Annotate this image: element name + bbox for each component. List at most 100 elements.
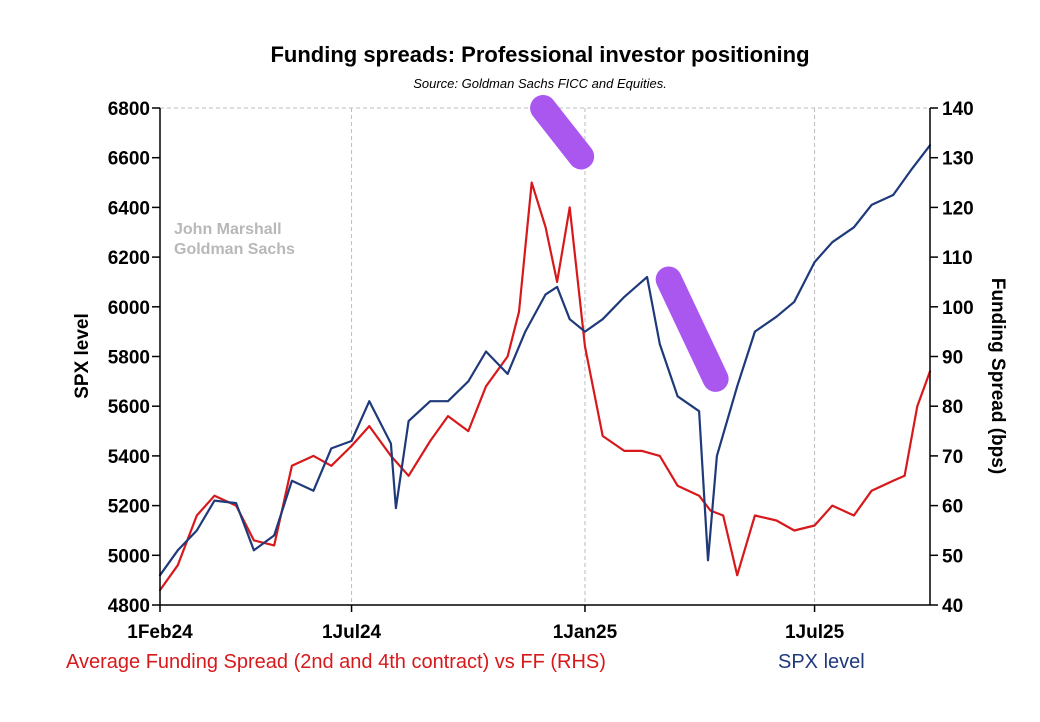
spx-level-point	[395, 507, 397, 509]
spx-level-point	[556, 286, 558, 288]
y-left-tick-label: 5600	[108, 397, 150, 418]
y-right-tick-label: 80	[942, 397, 963, 418]
funding-spread-point	[518, 310, 520, 313]
spx-level-point	[252, 549, 255, 552]
funding-spread-point	[330, 464, 333, 467]
y-right-tick-label: 110	[942, 248, 973, 269]
spx-level-point	[350, 440, 353, 442]
spx-level-point	[330, 447, 333, 450]
funding-spread-point	[775, 519, 778, 522]
funding-spread-point	[698, 494, 701, 497]
spx-level-point	[273, 534, 276, 537]
funding-spread-point	[623, 450, 626, 452]
highlight-stroke	[655, 266, 729, 392]
spx-level-point	[793, 300, 796, 303]
spx-level-point	[707, 559, 709, 562]
funding-spread-point	[213, 494, 216, 497]
funding-spread-point	[429, 440, 432, 442]
spx-level-point	[506, 372, 509, 375]
funding-spread-point	[176, 564, 179, 567]
y-left-tick-label: 5400	[108, 447, 150, 468]
spx-level-point	[623, 295, 626, 298]
funding-spread-point	[793, 529, 796, 532]
funding-spread-point	[312, 455, 315, 457]
legend-funding-spread: Average Funding Spread (2nd and 4th cont…	[66, 651, 606, 673]
y-axis-right-label: Funding Spread (bps)	[987, 278, 1008, 474]
funding-spread-point	[291, 464, 293, 467]
spx-level-point	[407, 420, 410, 423]
x-tick-label: 1Jan25	[553, 622, 618, 643]
spx-level-point	[892, 194, 895, 196]
spx-level-point	[910, 169, 912, 172]
funding-spread-point	[506, 355, 509, 358]
y-left-tick-label: 6400	[108, 198, 150, 219]
spx-level-point	[467, 380, 470, 383]
spx-level-point	[831, 241, 834, 244]
spx-level-point	[775, 315, 778, 318]
funding-spread-point	[676, 484, 679, 487]
funding-spread-point	[709, 509, 712, 512]
funding-spread-point	[641, 450, 643, 452]
funding-spread-point	[195, 514, 198, 517]
spx-level-point	[698, 410, 701, 413]
funding-spread-point	[568, 206, 571, 209]
y-left-tick-label: 6200	[108, 248, 150, 269]
watermark-text: Goldman Sachs	[174, 241, 295, 258]
spx-level-point	[429, 400, 432, 403]
spx-level-point	[312, 489, 315, 492]
x-tick-label: 1Jul25	[785, 622, 845, 643]
spx-level-line	[158, 144, 932, 577]
y-left-tick-label: 6800	[108, 99, 150, 120]
spx-level-point	[213, 499, 216, 502]
y-left-tick-label: 6600	[108, 149, 150, 170]
y-left-tick-label: 5000	[108, 546, 150, 567]
funding-spread-point	[736, 574, 739, 577]
chart-title: Funding spreads: Professional investor p…	[270, 42, 809, 67]
funding-spread-point	[722, 514, 725, 517]
funding-spread-point	[467, 430, 470, 432]
funding-spread-point	[350, 445, 353, 447]
funding-spread-point	[903, 474, 906, 477]
spx-level-point	[447, 400, 449, 403]
spx-level-point	[291, 479, 293, 482]
watermark-text: John Marshall	[174, 221, 282, 238]
spx-level-point	[584, 330, 586, 333]
funding-spread-point	[556, 281, 558, 283]
funding-spread-point	[273, 544, 276, 547]
y-left-tick-label: 4800	[108, 596, 150, 617]
spx-level-point	[368, 400, 371, 403]
spx-level-point	[736, 385, 739, 388]
funding-spread-point	[870, 489, 873, 492]
spx-level-point	[568, 318, 571, 321]
funding-spread-point	[407, 474, 410, 477]
funding-spread-point	[447, 415, 449, 418]
funding-spread-point	[813, 524, 816, 527]
funding-spread-point	[754, 514, 756, 517]
spx-level-point	[676, 395, 679, 398]
spx-level-point	[485, 350, 487, 353]
spx-level-point	[176, 549, 179, 552]
spx-level-point	[389, 442, 392, 445]
legend-spx-level: SPX level	[778, 651, 865, 673]
spx-level-point	[870, 204, 873, 206]
spx-level-point	[195, 529, 198, 532]
funding-spread-point	[658, 455, 661, 457]
y-axis-left-label: SPX level	[72, 313, 93, 399]
y-left-tick-label: 5800	[108, 348, 150, 369]
funding-spread-point	[252, 539, 255, 542]
funding-spread-point	[892, 479, 895, 482]
y-right-tick-label: 40	[942, 596, 963, 617]
spx-level-point	[813, 261, 816, 263]
y-right-tick-label: 120	[942, 198, 974, 219]
funding-spread-point	[584, 345, 586, 348]
spx-level-point	[658, 343, 661, 345]
funding-spread-point	[916, 405, 919, 408]
x-tick-label: 1Feb24	[127, 622, 193, 643]
funding-spread-point	[601, 435, 604, 437]
y-right-tick-label: 130	[942, 149, 974, 170]
funding-spread-point	[544, 226, 547, 229]
spx-level-point	[544, 293, 547, 296]
highlight-stroke	[530, 95, 595, 170]
y-right-tick-label: 90	[942, 348, 963, 369]
